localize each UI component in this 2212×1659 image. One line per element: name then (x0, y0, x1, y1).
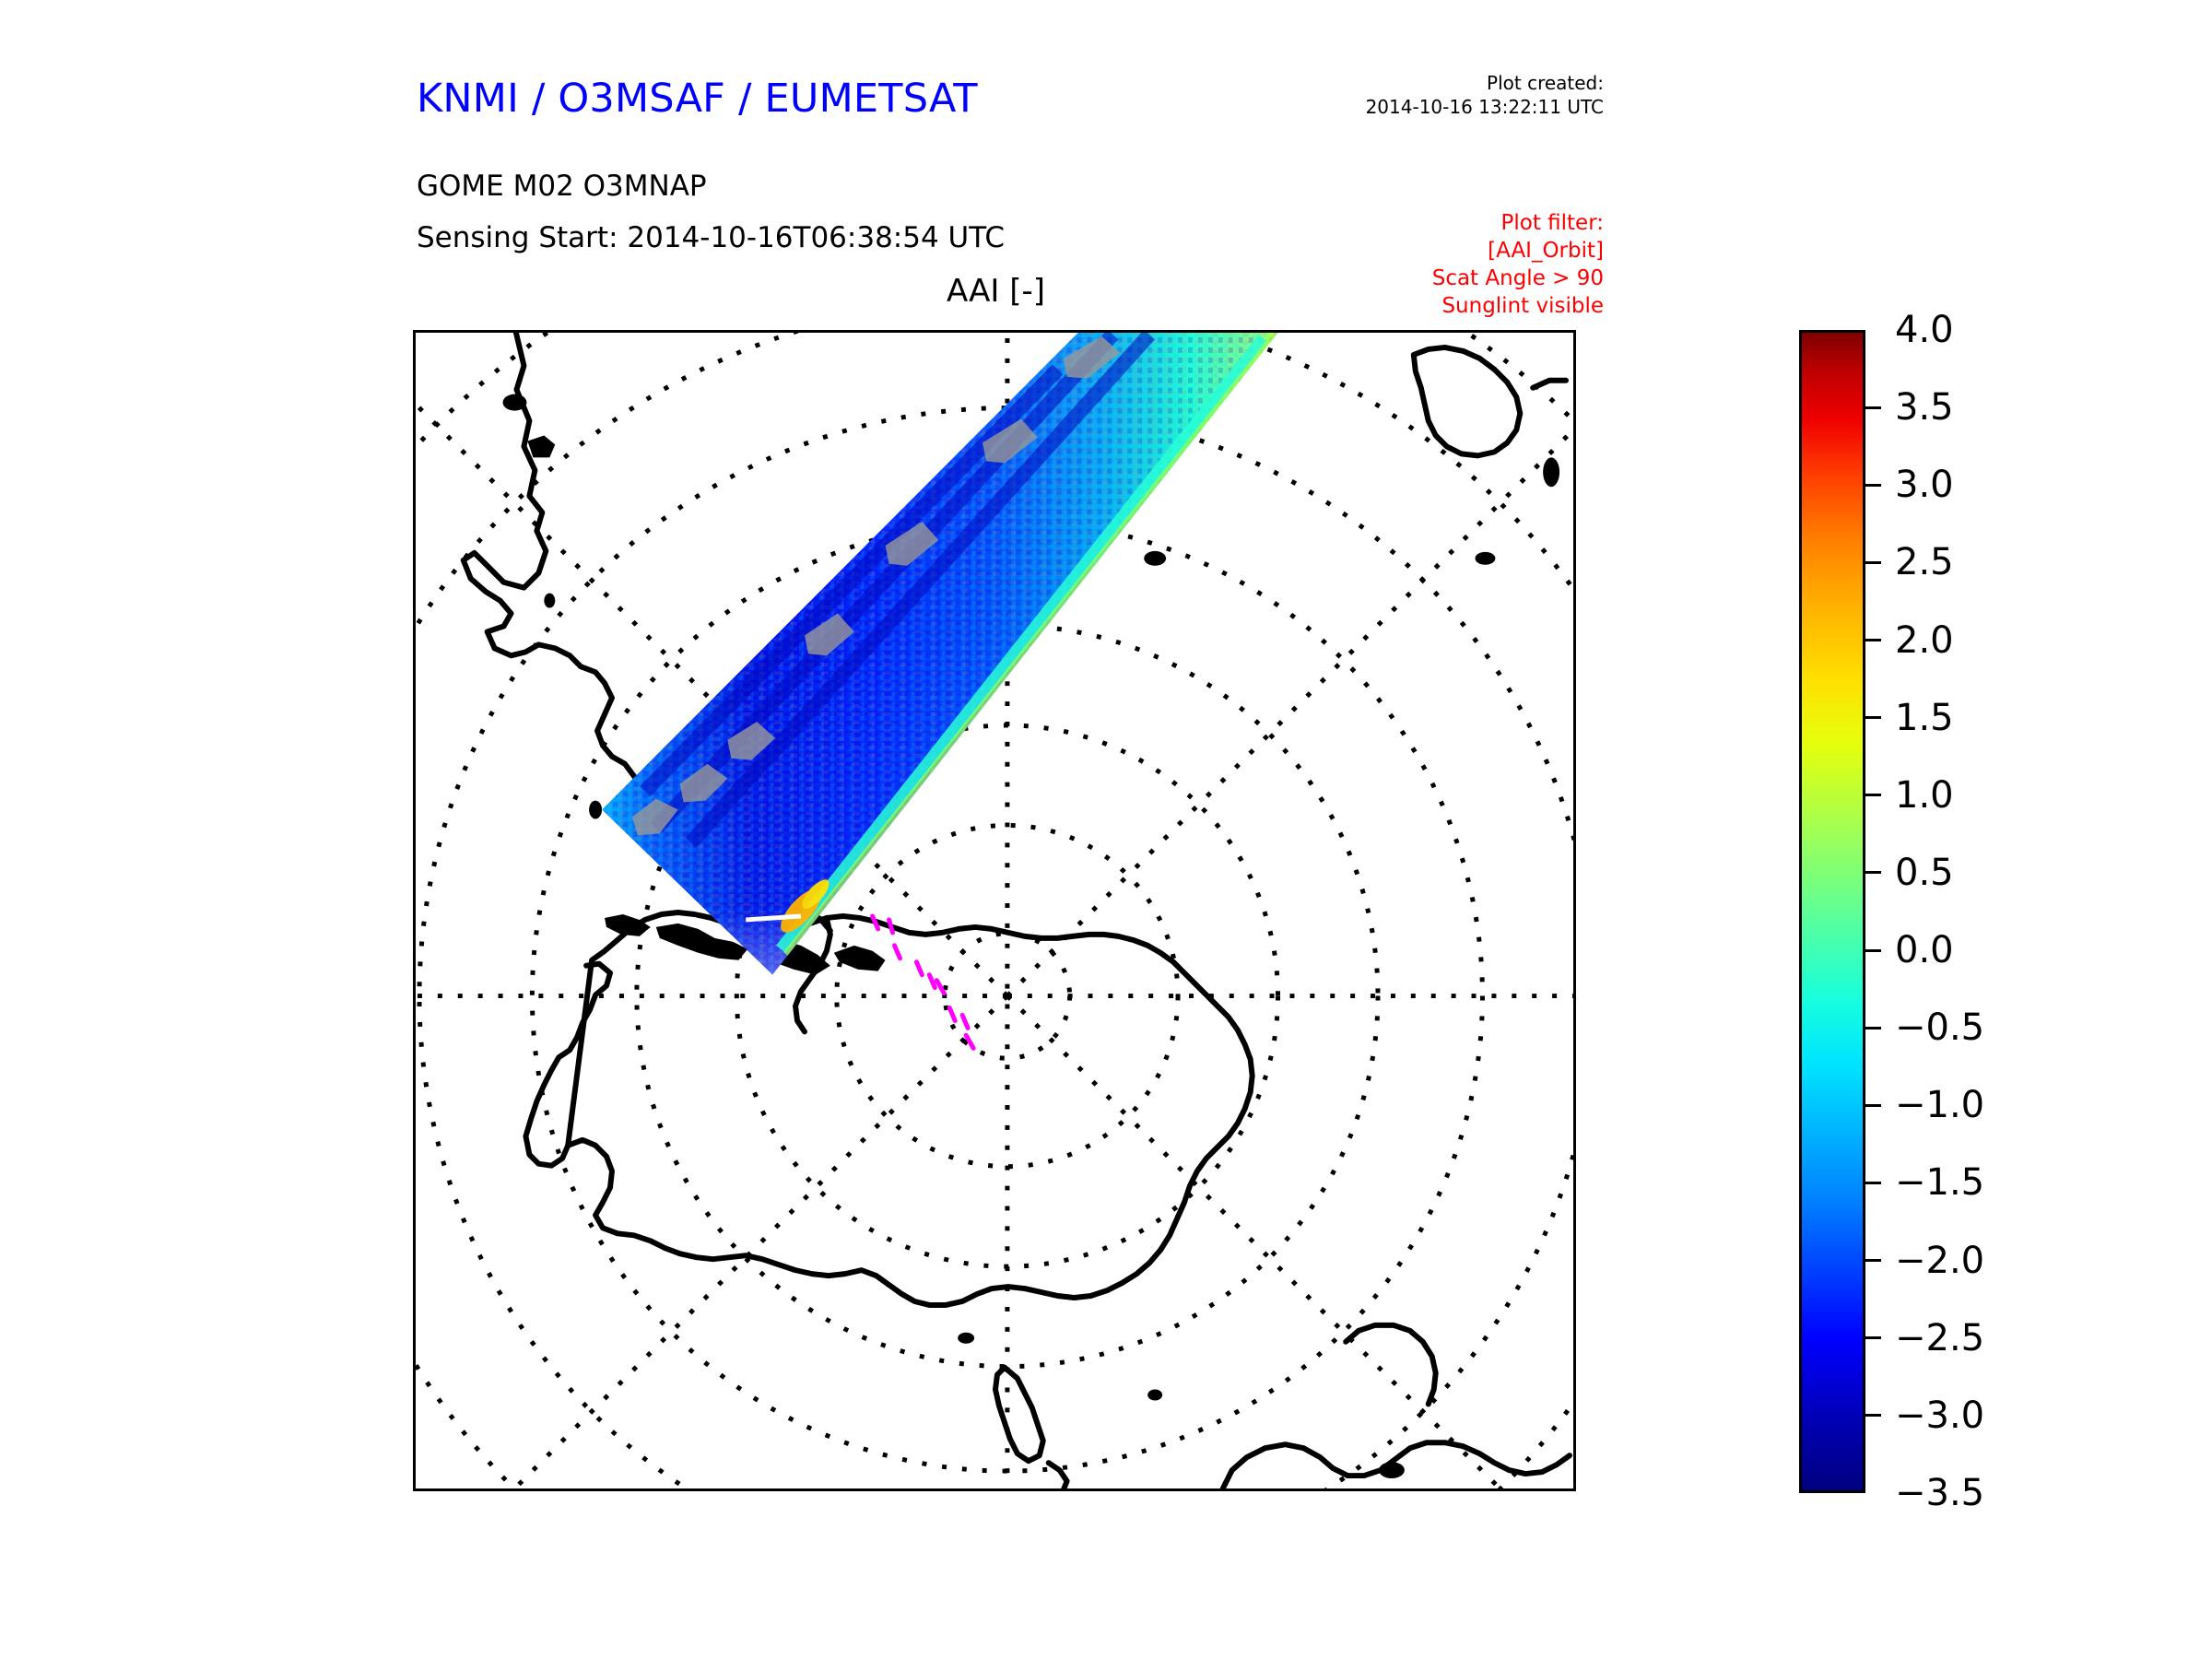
colorbar-tick (1865, 1414, 1881, 1418)
colorbar-tick (1865, 871, 1881, 875)
colorbar-tick-label: −2.5 (1895, 1316, 1985, 1359)
aai-swath (602, 333, 1278, 975)
colorbar-tick (1865, 794, 1881, 797)
plot-filter-scat-angle: Scat Angle > 90 (1431, 265, 1604, 290)
colorbar-tick-label: 3.0 (1895, 464, 1954, 507)
colorbar-tick-label: 1.0 (1895, 773, 1954, 817)
colorbar-tick (1865, 1181, 1881, 1184)
plot-filter-block: Plot filter: [AAI_Orbit] Scat Angle > 90… (1272, 210, 1604, 321)
chart-title: AAI [-] (946, 273, 1046, 310)
plot-filter-label: Plot filter: (1500, 211, 1604, 235)
colorbar-tick-label: −0.5 (1895, 1006, 1985, 1050)
plot-filter-orbit: [AAI_Orbit] (1488, 238, 1604, 263)
colorbar-tick (1865, 639, 1881, 642)
colorbar-tick-label: −3.5 (1895, 1472, 1985, 1514)
map-plot-area (413, 330, 1576, 1491)
colorbar-tick (1865, 1103, 1881, 1107)
colorbar-tick-label: 0.5 (1895, 851, 1954, 894)
colorbar-tick-label: 2.0 (1895, 618, 1954, 662)
colorbar-tick-label: −1.5 (1895, 1161, 1985, 1205)
colorbar-tick (1865, 483, 1881, 487)
colorbar-tick-label: 2.5 (1895, 541, 1954, 584)
page-title: KNMI / O3MSAF / EUMETSAT (417, 76, 978, 122)
plot-created-label: Plot created: (1487, 72, 1604, 94)
plot-created-block: Plot created: 2014-10-16 13:22:11 UTC (1309, 72, 1604, 119)
colorbar-tick-label: 3.5 (1895, 386, 1954, 429)
colorbar-tick-label: 1.5 (1895, 696, 1954, 739)
colorbar-tick (1865, 560, 1881, 564)
product-line: GOME M02 O3MNAP (417, 170, 707, 203)
colorbar-tick-label: 0.0 (1895, 929, 1954, 972)
colorbar-gradient (1799, 330, 1865, 1493)
plot-created-value: 2014-10-16 13:22:11 UTC (1365, 95, 1604, 118)
colorbar-tick-label: −2.0 (1895, 1239, 1985, 1282)
colorbar-tick-label: −3.0 (1895, 1394, 1985, 1437)
graticule-meridians (416, 333, 1573, 1488)
colorbar-tick (1865, 406, 1881, 409)
colorbar-tick-label: 4.0 (1895, 309, 1954, 351)
colorbar-tick (1865, 716, 1881, 720)
sensing-start-line: Sensing Start: 2014-10-16T06:38:54 UTC (417, 221, 1005, 254)
colorbar: 4.0 3.5 3.0 2.5 2.0 1.5 1.0 0.5 0.0 −0.5 −1.0 −1.5 −… (1799, 309, 2149, 1514)
colorbar-tick-label: −1.0 (1895, 1084, 1985, 1127)
colorbar-tick (1865, 948, 1881, 952)
colorbar-tick (1865, 1026, 1881, 1030)
plot-filter-sunglint: Sunglint visible (1441, 293, 1604, 318)
sunglint-markers (870, 913, 976, 1051)
map-canvas (416, 333, 1573, 1488)
colorbar-tick (1865, 1336, 1881, 1340)
colorbar-tick (1865, 1259, 1881, 1263)
